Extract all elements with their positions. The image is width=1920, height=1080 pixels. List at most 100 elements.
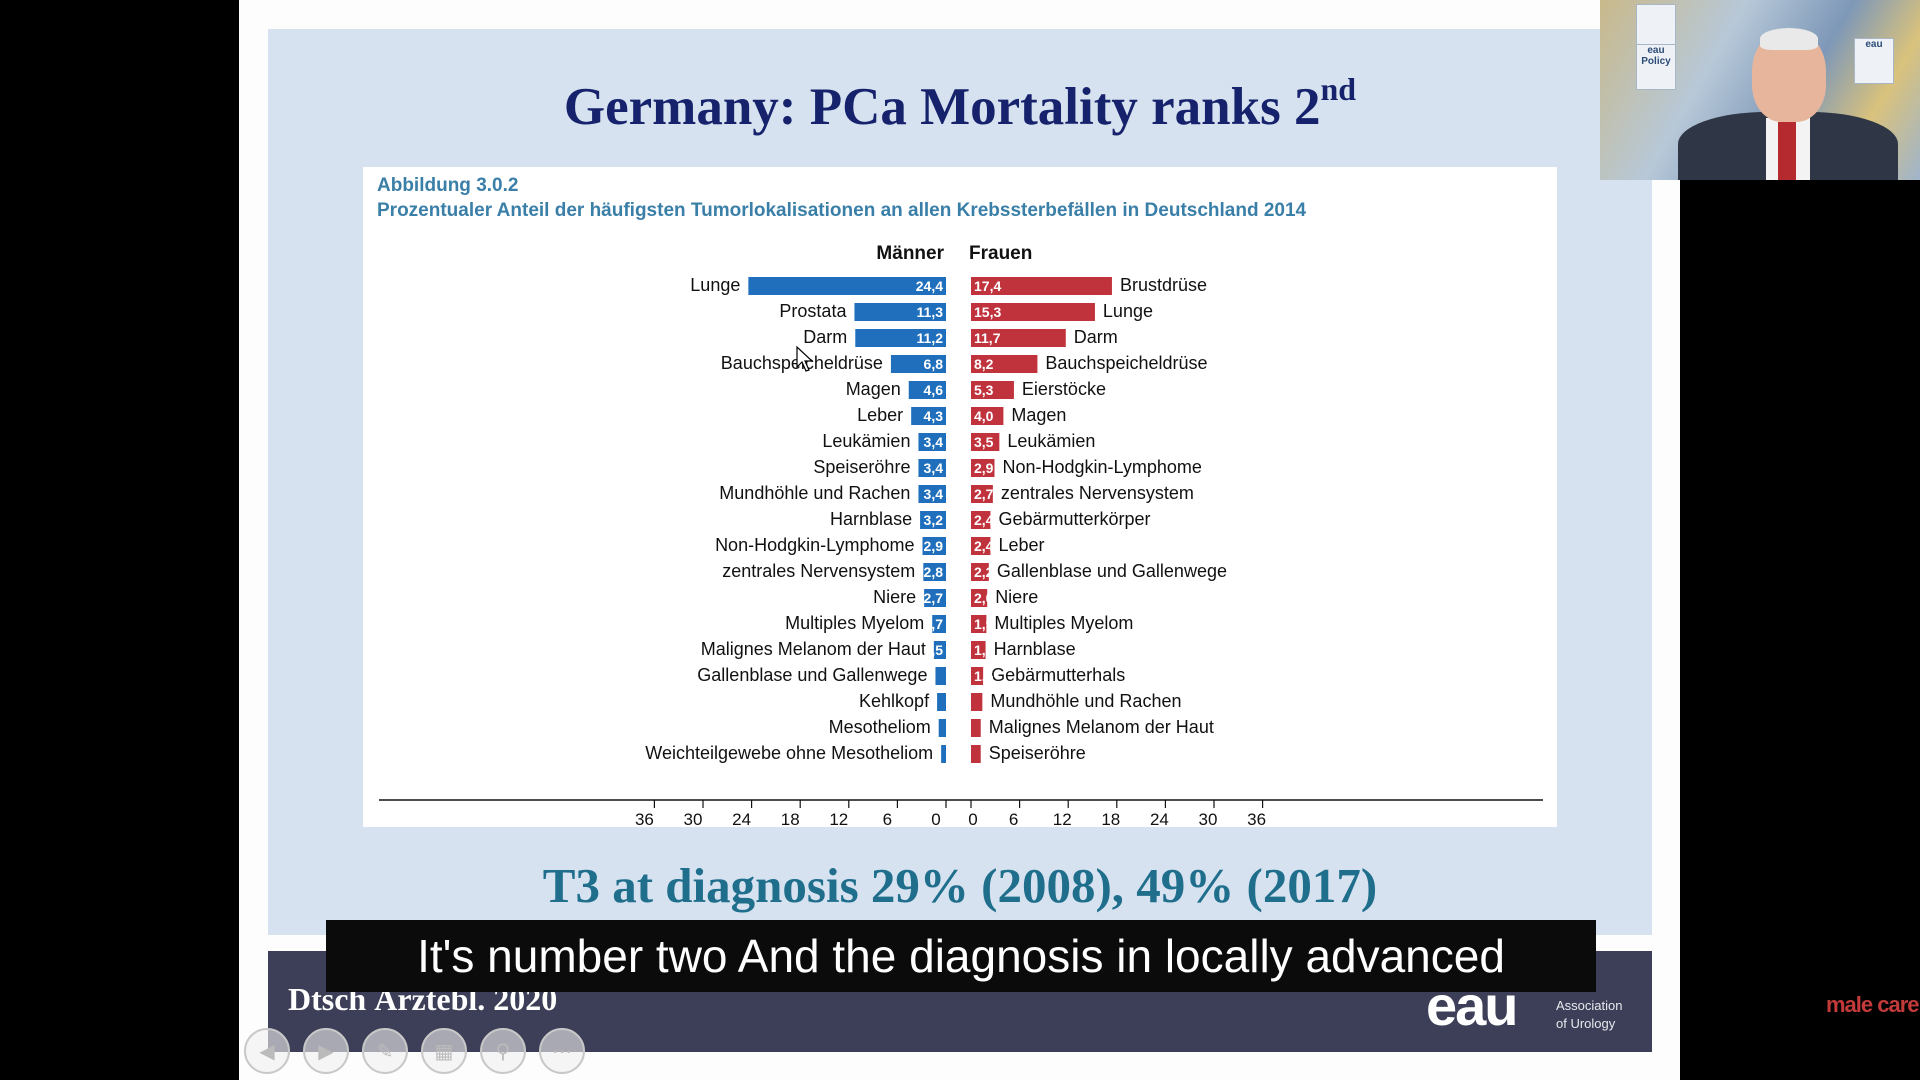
women-bar — [971, 407, 1004, 425]
women-value-label: 17,4 — [974, 278, 1001, 294]
women-bar — [971, 303, 1095, 321]
women-category-label: Multiples Myelom — [994, 613, 1133, 633]
men-category-label: Kehlkopf — [859, 691, 930, 711]
eau-sign: eau — [1854, 38, 1894, 84]
women-category-label: Niere — [995, 587, 1038, 607]
more-icon: ⋯ — [552, 1040, 572, 1063]
women-bar — [971, 433, 1000, 451]
men-bar — [937, 693, 946, 711]
men-tick-label: 36 — [635, 810, 654, 827]
women-tick-label: 6 — [1009, 810, 1018, 827]
mouse-cursor-icon — [796, 345, 814, 372]
men-category-label: Weichteilgewebe ohne Mesotheliom — [645, 743, 933, 763]
men-bar — [924, 589, 946, 607]
women-category-label: Magen — [1011, 405, 1066, 425]
men-category-label: Leber — [857, 405, 903, 425]
women-value-label: 1,9 — [974, 616, 994, 632]
men-value-label: 2,9 — [924, 538, 944, 554]
mortality-chart: Männer Frauen Lunge 24,4 Prostata 11,3 Darm 11,… — [379, 243, 1543, 827]
prev-button[interactable]: ◀ — [244, 1028, 290, 1074]
men-category-label: Magen — [846, 379, 901, 399]
women-tick-label: 12 — [1053, 810, 1072, 827]
women-category-label: Gallenblase und Gallenwege — [997, 561, 1227, 581]
chart-figure: Männer Frauen Lunge 24,4 Prostata 11,3 Darm 11,… — [363, 167, 1557, 827]
men-value-label: 11,2 — [917, 330, 944, 346]
women-value-label: 2,4 — [974, 512, 994, 528]
men-bar — [935, 667, 946, 685]
women-bar — [971, 277, 1112, 295]
men-value-label: 1,5 — [924, 642, 944, 658]
men-category-label: zentrales Nervensystem — [722, 561, 915, 581]
women-value-label: 8,2 — [974, 356, 994, 372]
men-bar — [890, 355, 946, 373]
eau-caption-line: of Urology — [1556, 1016, 1616, 1031]
men-value-label: 4,3 — [924, 408, 944, 424]
women-tick-label: 30 — [1199, 810, 1218, 827]
slide-title: Germany: PCa Mortality ranks 2nd — [563, 71, 1357, 136]
men-tick-label: 12 — [829, 810, 848, 827]
women-value-label: 2,4 — [974, 538, 994, 554]
women-category-label: Darm — [1074, 327, 1118, 347]
women-category-label: Non-Hodgkin-Lymphome — [1002, 457, 1201, 477]
men-category-label: Non-Hodgkin-Lymphome — [715, 535, 914, 555]
women-category-label: Brustdrüse — [1120, 275, 1207, 295]
eau-policy-sign: eau Policy — [1636, 44, 1676, 90]
presentation-toolbar: ◀ ▶ ✎ ▦ ⚲ ⋯ — [244, 1028, 585, 1076]
women-bar — [971, 355, 1038, 373]
men-value-label: 3,4 — [924, 460, 944, 476]
men-tick-label: 18 — [781, 810, 800, 827]
men-value-label: 2,8 — [924, 564, 944, 580]
t3-stat-line: T3 at diagnosis 29% (2008), 49% (2017) — [542, 858, 1378, 913]
women-header: Frauen — [969, 243, 1032, 264]
more-button[interactable]: ⋯ — [539, 1028, 585, 1074]
women-bar — [971, 459, 995, 477]
men-value-label: 11,3 — [917, 304, 944, 320]
women-bar — [971, 589, 988, 607]
women-bar — [971, 641, 986, 659]
women-bar — [971, 381, 1014, 399]
zoom-button[interactable]: ⚲ — [480, 1028, 526, 1074]
women-category-label: Mundhöhle und Rachen — [990, 691, 1181, 711]
pen-button[interactable]: ✎ — [362, 1028, 408, 1074]
men-bar — [941, 745, 946, 763]
chart-subtitle: Prozentualer Anteil der häufigsten Tumor… — [377, 200, 1307, 221]
men-bar — [938, 719, 946, 737]
next-button[interactable]: ▶ — [303, 1028, 349, 1074]
men-value-label: 3,2 — [924, 512, 944, 528]
men-category-label: Prostata — [779, 301, 847, 321]
women-value-label: 2,2 — [974, 564, 994, 580]
women-bar — [971, 511, 991, 529]
women-tick-label: 18 — [1101, 810, 1120, 827]
women-category-label: Leukämien — [1007, 431, 1095, 451]
women-category-label: Malignes Melanom der Haut — [989, 717, 1214, 737]
men-category-label: Mesotheliom — [829, 717, 931, 737]
women-bar — [971, 537, 991, 555]
arrow-right-icon: ▶ — [318, 1040, 334, 1063]
men-bar — [918, 485, 946, 503]
men-header: Männer — [876, 243, 944, 264]
women-value-label: 15,3 — [974, 304, 1001, 320]
women-bar — [971, 693, 983, 711]
person-tie — [1778, 122, 1796, 180]
slides-button[interactable]: ▦ — [421, 1028, 467, 1074]
men-tick-label: 24 — [732, 810, 751, 827]
slides-icon: ▦ — [434, 1040, 454, 1063]
men-category-label: Harnblase — [830, 509, 912, 529]
women-bar — [971, 563, 989, 581]
men-bar — [932, 615, 946, 633]
men-value-label: 24,4 — [916, 278, 943, 294]
men-category-label: Gallenblase und Gallenwege — [697, 665, 927, 685]
magnifier-icon: ⚲ — [495, 1040, 511, 1063]
women-value-label: 1,8 — [974, 642, 994, 658]
women-value-label: 1,5 — [974, 668, 994, 684]
pen-icon: ✎ — [376, 1040, 394, 1063]
women-value-label: 11,7 — [974, 330, 1001, 346]
women-value-label: 2,9 — [974, 460, 994, 476]
women-category-label: Gebärmutterkörper — [998, 509, 1150, 529]
eau-caption-line: Association — [1556, 998, 1623, 1013]
men-value-label: 4,6 — [924, 382, 944, 398]
men-category-label: Darm — [803, 327, 847, 347]
men-category-label: Malignes Melanom der Haut — [701, 639, 926, 659]
women-bar — [971, 667, 984, 685]
women-value-label: 5,3 — [974, 382, 994, 398]
